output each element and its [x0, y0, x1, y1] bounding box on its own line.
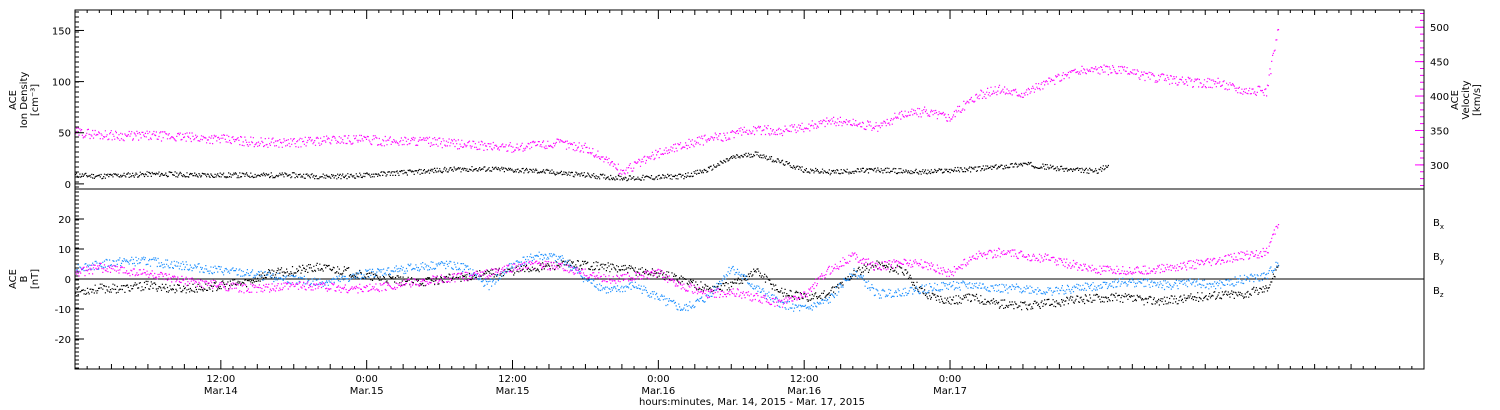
- legend-bx: Bx: [1433, 218, 1444, 231]
- x-tick-label-time: 0:00: [939, 374, 961, 385]
- y-tick-label-left: 100: [52, 78, 71, 89]
- y-tick-label-bottom: -10: [55, 305, 71, 316]
- x-tick-label-time: 0:00: [647, 374, 669, 385]
- legend-by: By: [1433, 252, 1444, 265]
- bz-points: [75, 224, 1280, 308]
- bottom-frame: [74, 188, 1425, 370]
- legend-subscript: y: [1440, 257, 1444, 265]
- y-tick-label-bottom: -20: [55, 335, 71, 346]
- velocity-points: [75, 29, 1280, 175]
- y-tick-label-bottom: 10: [58, 245, 71, 256]
- x-tick-label-date: Mar.17: [933, 386, 967, 397]
- x-tick-label-date: Mar.16: [787, 386, 821, 397]
- y-tick-label-left: 50: [58, 129, 71, 140]
- y-tick-label-left: 0: [65, 180, 71, 191]
- ion-density-label-line3: [cm⁻³]: [30, 84, 41, 116]
- x-tick-label-date: Mar.15: [350, 386, 384, 397]
- minor-ticks: [75, 11, 79, 188]
- x-tick-label-date: Mar.16: [641, 386, 675, 397]
- velocity-minor-ticks: [1420, 12, 1424, 187]
- x-tick-label-time: 12:00: [790, 374, 819, 385]
- legend-subscript: z: [1440, 291, 1444, 299]
- ion-density-points: [75, 151, 1109, 182]
- ion-density-label-line1: ACE: [8, 90, 19, 110]
- ion-density-label-line2: Ion Density: [19, 72, 30, 129]
- time-axis: 12:00Mar.140:00Mar.1512:00Mar.150:00Mar.…: [86, 10, 1425, 397]
- minor-ticks: [75, 191, 79, 369]
- y-tick-label-right: 400: [1430, 92, 1449, 103]
- y-tick-label-right: 500: [1430, 23, 1449, 34]
- x-minor-ticks: [86, 10, 1425, 369]
- x-tick-label-time: 12:00: [206, 374, 235, 385]
- x-tick-label-date: Mar.15: [496, 386, 530, 397]
- b-label-line2: B: [19, 275, 30, 282]
- x-tick-label-date: Mar.14: [204, 386, 238, 397]
- b-label-line1: ACE: [8, 269, 19, 289]
- y-tick-label-right: 350: [1430, 126, 1449, 137]
- y-tick-label-bottom: 0: [65, 275, 71, 286]
- velocity-label-line3: [km/s]: [1472, 84, 1483, 116]
- y-tick-label-bottom: 20: [58, 215, 71, 226]
- legend-subscript: x: [1440, 223, 1444, 231]
- magnetic-field-panel: -20 -10 0 10 20 ACE B [nT] Bx By Bz: [8, 188, 1444, 370]
- velocity-label-line2: Velocity: [1461, 80, 1472, 119]
- y-tick-label-right: 450: [1430, 58, 1449, 69]
- top-frame: [74, 9, 1425, 190]
- x-tick-label-time: 12:00: [498, 374, 527, 385]
- b-label-line3: [nT]: [30, 269, 41, 289]
- x-tick-label-time: 0:00: [355, 374, 377, 385]
- velocity-label-line1: ACE: [1450, 90, 1461, 110]
- y-tick-label-right: 300: [1430, 161, 1449, 172]
- x-axis-label: hours:minutes, Mar. 14, 2015 - Mar. 17, …: [639, 397, 865, 408]
- legend-bz: Bz: [1433, 286, 1444, 299]
- y-tick-label-left: 150: [52, 26, 71, 37]
